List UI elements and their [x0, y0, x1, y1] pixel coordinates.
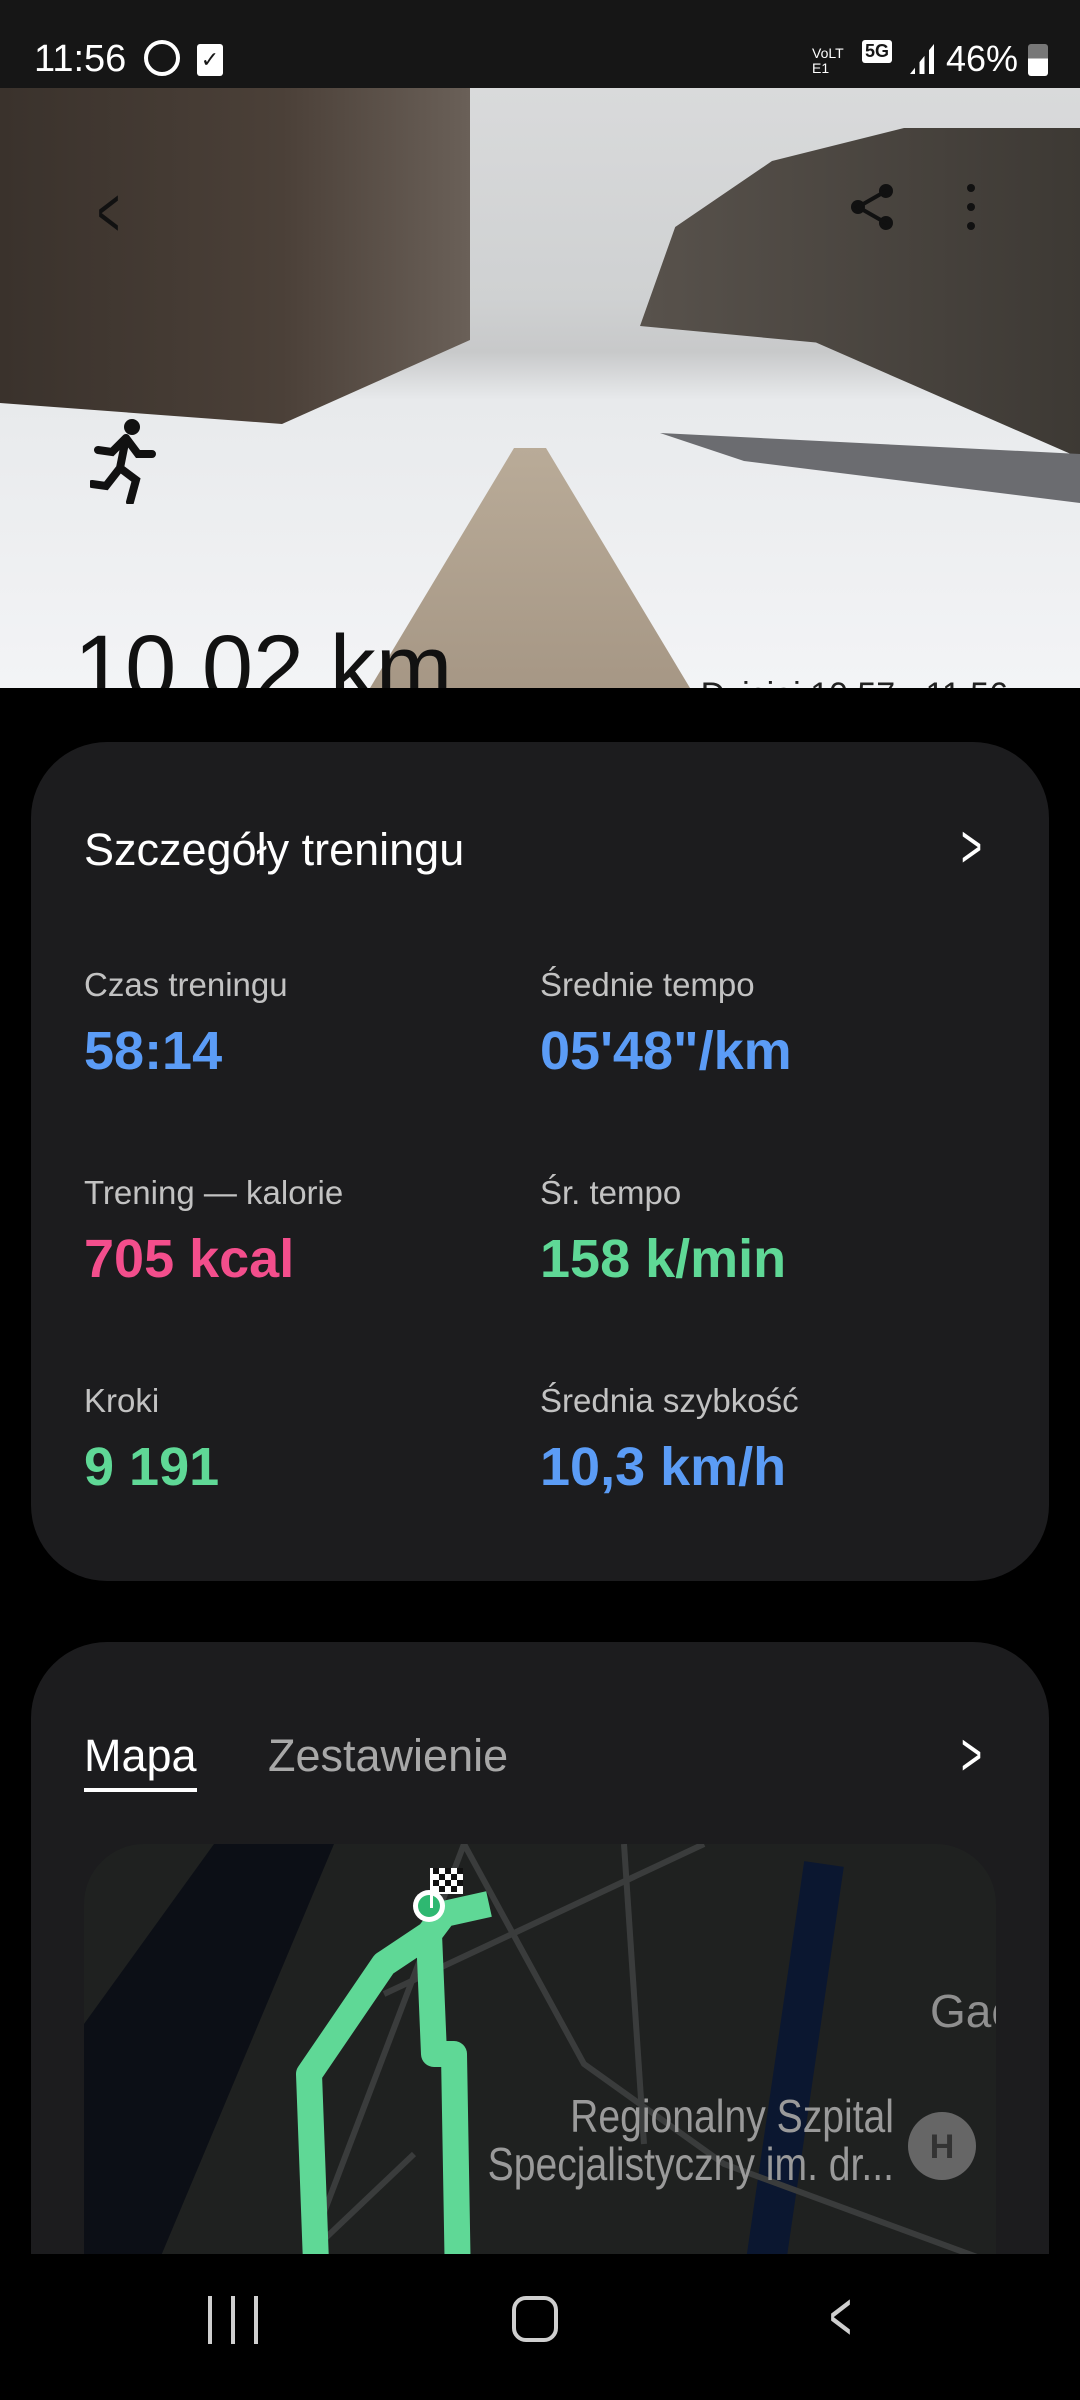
stat-value: 58:14: [84, 1021, 223, 1081]
stat-value: 05'48"/km: [540, 1021, 792, 1081]
hospital-line-1: Regionalny Szpital: [570, 2090, 894, 2142]
distance-value: 10,02 km: [74, 617, 453, 688]
stat-label: Średnie tempo: [540, 966, 755, 1003]
stat-value: 705 kcal: [84, 1229, 295, 1289]
hospital-pin-icon: H: [908, 2112, 976, 2180]
navigation-bar: <: [0, 2254, 1080, 2400]
card-title: Szczegóły treningu: [84, 824, 465, 875]
chevron-right-icon[interactable]: >: [960, 1721, 982, 1788]
route-line: [296, 1891, 492, 2344]
stat-label: Średnia szybkość: [540, 1382, 799, 1419]
stat-value: 158 k/min: [540, 1229, 787, 1289]
workout-time-range: Dzisiaj 10:57 - 11:56: [701, 676, 1008, 688]
tab-map[interactable]: Mapa: [84, 1730, 197, 1792]
chevron-right-icon[interactable]: >: [960, 813, 982, 880]
map-label-hospital: Regionalny Szpital Specjalistyczny im. d…: [350, 2092, 894, 2188]
finish-flag-icon: [430, 1868, 463, 1908]
stat-label: Trening — kalorie: [84, 1174, 344, 1211]
status-time: 11:56: [34, 38, 127, 80]
map-label-place: Gać: [930, 1985, 996, 2037]
more-options-icon[interactable]: [964, 182, 978, 232]
5g-badge: 5G: [862, 40, 893, 63]
road: [660, 433, 1080, 503]
stat-label: Kroki: [84, 1382, 160, 1419]
stat-value: 10,3 km/h: [540, 1437, 787, 1497]
signal-icon: [910, 44, 934, 74]
workout-details-card[interactable]: Szczegóły treningu > Czas treningu 58:14 …: [31, 742, 1049, 1581]
forest-left: [0, 88, 470, 424]
volte-indicator: VoLTE1: [812, 45, 844, 76]
river: [84, 1844, 334, 2344]
battery-icon: [1028, 44, 1048, 76]
home-icon[interactable]: [512, 2296, 558, 2342]
share-icon[interactable]: [848, 182, 896, 232]
forest-right: [640, 128, 1080, 458]
recent-apps-icon[interactable]: [208, 2296, 258, 2344]
checkbox-notification-icon: ✓: [197, 44, 223, 76]
tab-summary[interactable]: Zestawienie: [268, 1730, 509, 1781]
stat-value: 9 191: [84, 1437, 220, 1497]
stat-label: Śr. tempo: [540, 1174, 682, 1211]
whatsapp-icon: [144, 40, 180, 76]
hero-photo: < 10,02 km Dzisiaj 10:57 - 11:56: [0, 88, 1080, 688]
back-icon[interactable]: <: [97, 173, 120, 251]
hospital-line-2: Specjalistyczny im. dr...: [487, 2138, 894, 2190]
status-bar: 11:56 ✓ VoLTE1 5G 46%: [0, 0, 1080, 88]
battery-percent: 46%: [946, 38, 1019, 79]
running-icon: [90, 419, 156, 504]
map-card: Mapa Zestawienie > H Gać Regionalny Szpi…: [31, 1642, 1049, 2344]
back-nav-icon[interactable]: <: [829, 2277, 852, 2355]
stat-label: Czas treningu: [84, 966, 288, 1003]
svg-text:H: H: [930, 2128, 955, 2166]
